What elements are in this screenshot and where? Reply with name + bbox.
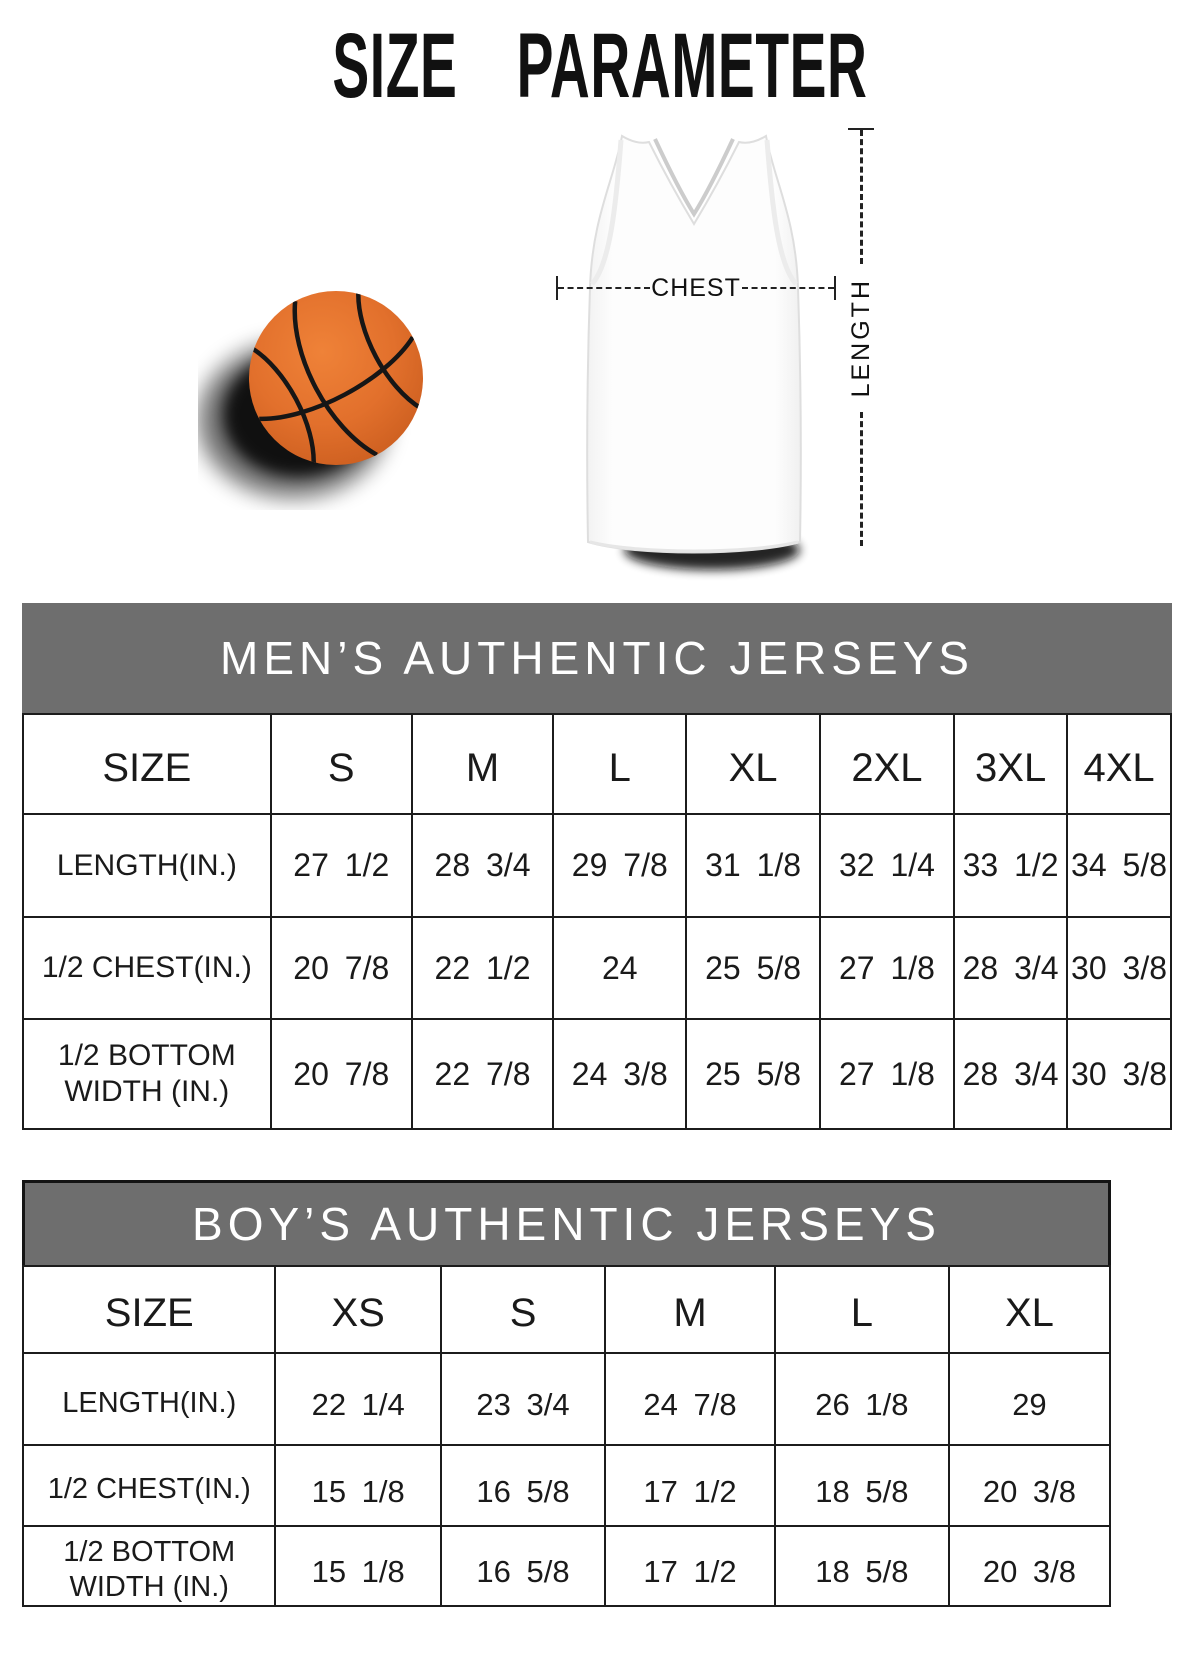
measurement-value-cell: 17 1/2	[604, 1525, 776, 1607]
page-title-text: SIZE PARAMETER	[332, 15, 868, 117]
boys-size-table: SIZE XS S M L XL LENGTH(IN.) 22 1/4 23 3/4 24 7/8…	[21, 1265, 1112, 1607]
jersey-icon	[550, 122, 838, 582]
measurement-row-label: 1/2 BOTTOM WIDTH (IN.)	[22, 1018, 272, 1130]
measurement-value-cell: 31 1/8	[685, 813, 821, 918]
size-column-header: M	[410, 713, 555, 815]
measurement-value-cell: 24 7/8	[604, 1352, 776, 1446]
mens-size-table: SIZE S M L XL 2XL 3XL 4XL LENGTH(IN.) 27 1/2 28 3/…	[22, 713, 1172, 1130]
measurement-value-cell: 23 3/4	[439, 1352, 607, 1446]
measurement-value-cell: 24 3/8	[552, 1018, 688, 1130]
measurement-value-cell: 32 1/4	[818, 813, 956, 918]
measurement-row-label: 1/2 BOTTOM WIDTH (IN.)	[21, 1525, 277, 1607]
size-header-row: SIZE S M L XL 2XL 3XL 4XL	[22, 713, 1172, 815]
chest-measurement-annotation: CHEST	[556, 273, 837, 302]
measurement-value-cell: 17 1/2	[604, 1444, 776, 1527]
size-column-header: XL	[685, 713, 821, 815]
measurement-value-cell: 28 3/4	[953, 1018, 1069, 1130]
measurement-diagram: CHEST LENGTH	[0, 110, 1200, 590]
measurement-value-cell: 34 5/8	[1066, 813, 1172, 918]
measurement-row: LENGTH(IN.) 27 1/2 28 3/4 29 7/8 31 1/8 32 1/…	[22, 813, 1172, 918]
size-corner-header: SIZE	[21, 1265, 277, 1354]
chest-label: CHEST	[651, 273, 741, 302]
measurement-value-cell: 22 7/8	[410, 1018, 555, 1130]
mens-size-table-section: MEN’S AUTHENTIC JERSEYS SIZE S M L XL 2XL 3XL 4…	[22, 603, 1172, 1130]
measurement-value-cell: 29	[947, 1352, 1112, 1446]
measurement-value-cell: 27 1/8	[818, 916, 956, 1020]
length-dashed-line-top	[859, 130, 863, 265]
measurement-value-cell: 20 3/8	[947, 1444, 1112, 1527]
measurement-row: 1/2 CHEST(IN.) 15 1/8 16 5/8 17 1/2 18 5/8 20…	[21, 1444, 1112, 1527]
length-label: LENGTH	[846, 278, 875, 398]
measurement-value-cell: 20 3/8	[947, 1525, 1112, 1607]
measurement-value-cell: 15 1/8	[274, 1444, 442, 1527]
size-column-header: 3XL	[953, 713, 1069, 815]
measurement-value-cell: 28 3/4	[953, 916, 1069, 1020]
size-column-header: L	[552, 713, 688, 815]
measurement-value-cell: 27 1/8	[818, 1018, 956, 1130]
measurement-row: LENGTH(IN.) 22 1/4 23 3/4 24 7/8 26 1/8 29	[21, 1352, 1112, 1446]
size-corner-header: SIZE	[22, 713, 272, 815]
size-column-header: S	[269, 713, 413, 815]
measurement-value-cell: 22 1/4	[274, 1352, 442, 1446]
measurement-value-cell: 27 1/2	[269, 813, 413, 918]
measurement-value-cell: 26 1/8	[773, 1352, 950, 1446]
measurement-value-cell: 29 7/8	[552, 813, 688, 918]
measurement-value-cell: 22 1/2	[410, 916, 555, 1020]
measurement-value-cell: 18 5/8	[773, 1444, 950, 1527]
page-title: SIZE PARAMETER	[0, 20, 1200, 112]
measurement-value-cell: 25 5/8	[685, 1018, 821, 1130]
size-column-header: L	[773, 1265, 950, 1354]
length-top-tick	[848, 128, 874, 130]
size-column-header: 4XL	[1066, 713, 1172, 815]
measurement-value-cell: 33 1/2	[953, 813, 1069, 918]
chest-dashed-line-left	[558, 287, 651, 289]
measurement-row: 1/2 CHEST(IN.) 20 7/8 22 1/2 24 25 5/8 27 1/8…	[22, 916, 1172, 1020]
measurement-value-cell: 28 3/4	[410, 813, 555, 918]
table-band-title: MEN’S AUTHENTIC JERSEYS	[220, 632, 974, 684]
length-dashed-line-bottom	[859, 411, 863, 546]
measurement-value-cell: 20 7/8	[269, 916, 413, 1020]
measurement-value-cell: 18 5/8	[773, 1525, 950, 1607]
size-header-row: SIZE XS S M L XL	[21, 1265, 1112, 1354]
measurement-row-label: 1/2 CHEST(IN.)	[21, 1444, 277, 1527]
boys-table-title-band: BOY’S AUTHENTIC JERSEYS	[22, 1180, 1111, 1265]
measurement-value-cell: 16 5/8	[439, 1444, 607, 1527]
size-column-header: 2XL	[818, 713, 956, 815]
chest-right-tick	[834, 276, 837, 300]
size-column-header: XL	[947, 1265, 1112, 1354]
mens-table-title-band: MEN’S AUTHENTIC JERSEYS	[22, 603, 1172, 713]
size-column-header: XS	[274, 1265, 442, 1354]
measurement-value-cell: 30 3/8	[1066, 1018, 1172, 1130]
measurement-value-cell: 25 5/8	[685, 916, 821, 1020]
measurement-value-cell: 30 3/8	[1066, 916, 1172, 1020]
chest-left-tick	[556, 276, 558, 300]
size-column-header: M	[604, 1265, 776, 1354]
measurement-value-cell: 20 7/8	[269, 1018, 413, 1130]
size-column-header: S	[439, 1265, 607, 1354]
basketball-icon	[198, 275, 443, 510]
table-band-title: BOY’S AUTHENTIC JERSEYS	[192, 1198, 941, 1250]
boys-size-table-section: BOY’S AUTHENTIC JERSEYS SIZE XS S M L XL LENGT…	[21, 1180, 1112, 1607]
length-measurement-annotation: LENGTH	[846, 128, 876, 546]
measurement-value-cell: 24	[552, 916, 688, 1020]
measurement-row-label: 1/2 CHEST(IN.)	[22, 916, 272, 1020]
measurement-row: 1/2 BOTTOM WIDTH (IN.) 15 1/8 16 5/8 17 1/2…	[21, 1525, 1112, 1607]
chest-dashed-line-right	[741, 287, 835, 289]
measurement-row-label: LENGTH(IN.)	[22, 813, 272, 918]
measurement-value-cell: 15 1/8	[274, 1525, 442, 1607]
measurement-row: 1/2 BOTTOM WIDTH (IN.) 20 7/8 22 7/8 24 3/8…	[22, 1018, 1172, 1130]
measurement-row-label: LENGTH(IN.)	[21, 1352, 277, 1446]
measurement-value-cell: 16 5/8	[439, 1525, 607, 1607]
